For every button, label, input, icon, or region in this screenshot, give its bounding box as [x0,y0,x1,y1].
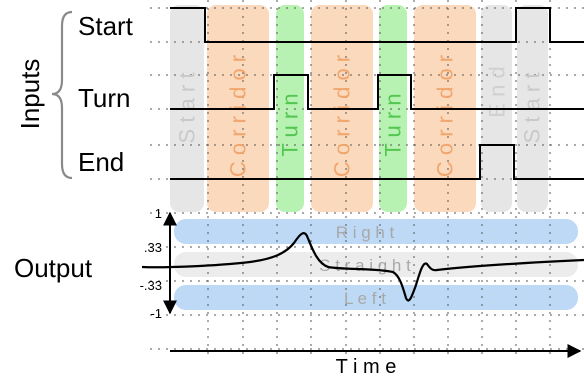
band-label-straight: S t r a i g h t [319,256,411,275]
input-signals [170,7,584,180]
signal-labels: Start Turn End [78,11,134,177]
band-right [174,219,578,244]
tick-label-1: 1 [155,206,162,221]
signal-label-turn: Turn [78,83,131,113]
phase-column-turn-2 [379,5,407,212]
phase-label-turn-2: T u r n [381,93,406,156]
grid-lines [150,0,584,355]
band-label-right: R i g h t [336,223,395,242]
band-label-left: L e f t [344,289,386,308]
signal-trace-end [170,144,584,180]
inputs-group-label: Inputs [15,59,45,130]
band-left [174,285,578,310]
signal-label-start: Start [78,11,134,41]
tick-label-033: .33 [144,240,162,255]
signal-trace-turn [170,74,584,110]
signal-trace-start [170,7,584,43]
tick-label-neg1: -1 [150,306,162,321]
phase-label-corridor-1: C o r r i d o r [226,55,251,177]
phase-label-corridor-2: C o r r i d o r [330,55,355,177]
band-straight [174,252,578,277]
time-axis-label: T i m e [336,356,397,377]
phase-labels: S t a r t C o r r i d o r T u r n C o r … [175,55,545,177]
output-ticks: 1 .33 -.33 -1 [140,206,162,321]
output-bands [174,219,578,310]
inputs-brace [51,10,73,180]
signal-label-end: End [78,147,124,177]
output-label: Output [14,253,93,283]
phase-label-corridor-3: C o r r i d o r [433,55,458,177]
phase-column-turn-1 [276,5,304,212]
phase-label-turn-1: T u r n [278,93,303,156]
output-trace [141,232,584,302]
tick-label-neg033: -.33 [140,278,162,293]
